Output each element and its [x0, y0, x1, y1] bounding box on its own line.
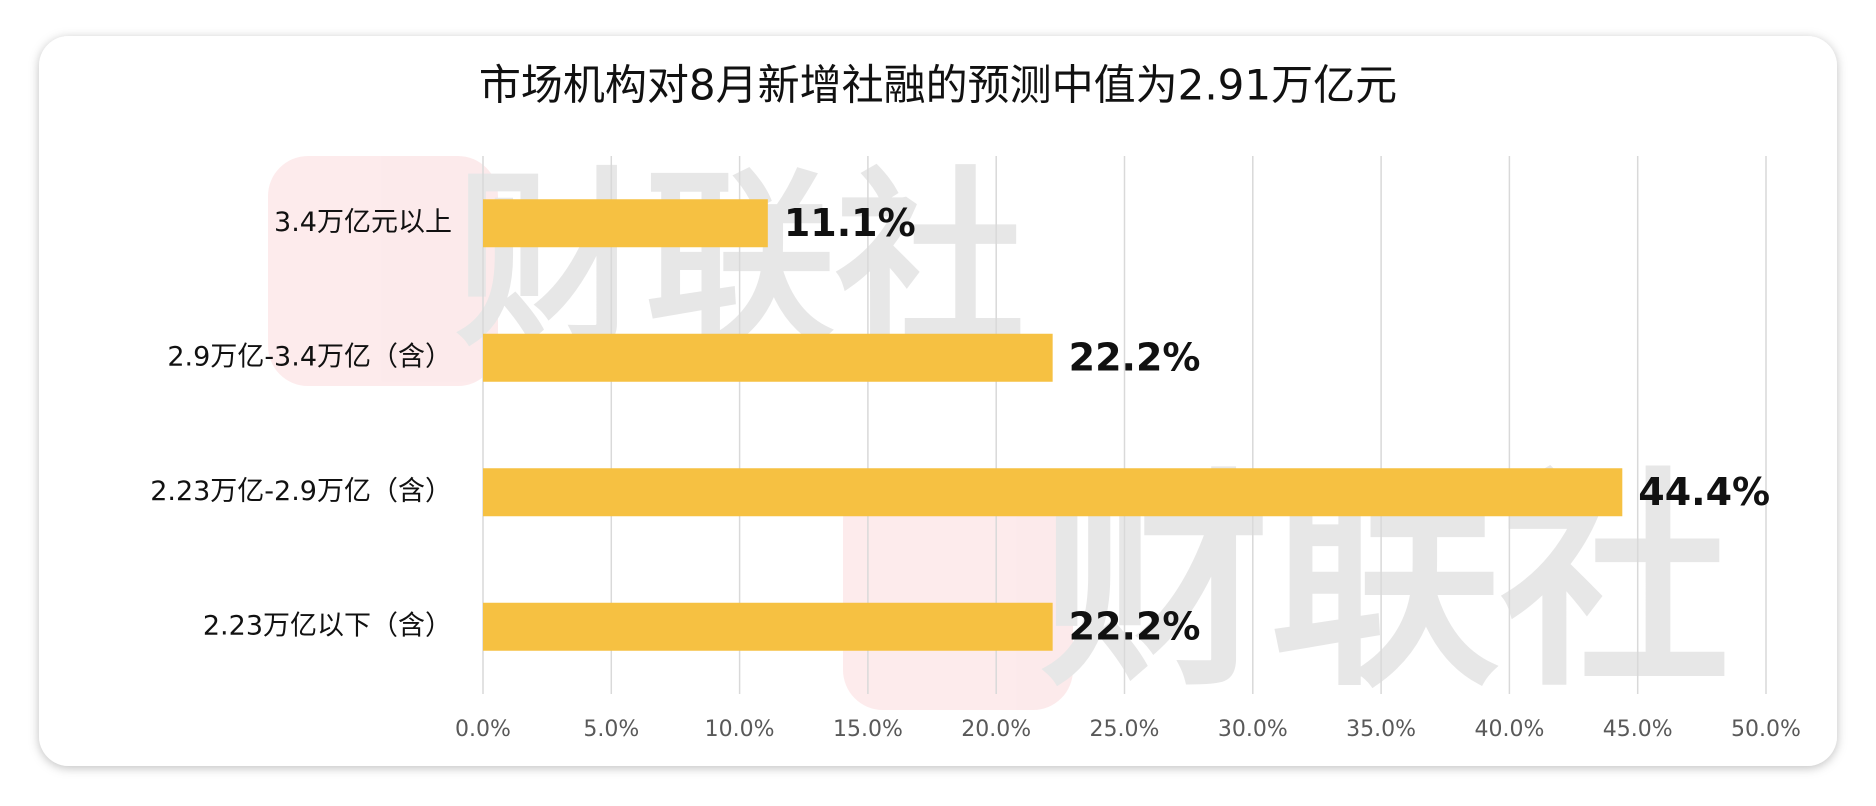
x-tick-label: 20.0%: [961, 717, 1031, 742]
y-tick-label: 2.23万亿以下（含）: [203, 610, 452, 641]
y-tick-label: 3.4万亿元以上: [274, 207, 452, 238]
x-tick-label: 50.0%: [1731, 717, 1801, 742]
x-tick-label: 30.0%: [1218, 717, 1288, 742]
chart-title: 市场机构对8月新增社融的预测中值为2.91万亿元: [479, 61, 1397, 110]
x-tick-label: 15.0%: [833, 717, 903, 742]
x-tick-label: 40.0%: [1474, 717, 1544, 742]
bar: [483, 602, 1053, 651]
x-tick-label: 35.0%: [1346, 717, 1416, 742]
x-tick-label: 45.0%: [1603, 717, 1673, 742]
value-label: 22.2%: [1069, 604, 1201, 648]
plot: 0.0% 5.0% 10.0% 15.0% 20.0% 25.0% 30.0% 35.0% 40…: [150, 156, 1801, 742]
x-tick-label: 0.0%: [455, 717, 511, 742]
x-tick-label: 5.0%: [583, 717, 639, 742]
bar: [483, 199, 768, 248]
value-label: 22.2%: [1069, 335, 1201, 379]
y-tick-label: 2.23万亿-2.9万亿（含）: [150, 476, 452, 507]
y-tick-label: 2.9万亿-3.4万亿（含）: [167, 341, 452, 372]
x-tick-label: 10.0%: [705, 717, 775, 742]
bar: [483, 468, 1623, 517]
value-label: 44.4%: [1638, 470, 1770, 514]
bar: [483, 333, 1053, 382]
value-label: 11.1%: [784, 201, 916, 245]
x-tick-label: 25.0%: [1090, 717, 1160, 742]
